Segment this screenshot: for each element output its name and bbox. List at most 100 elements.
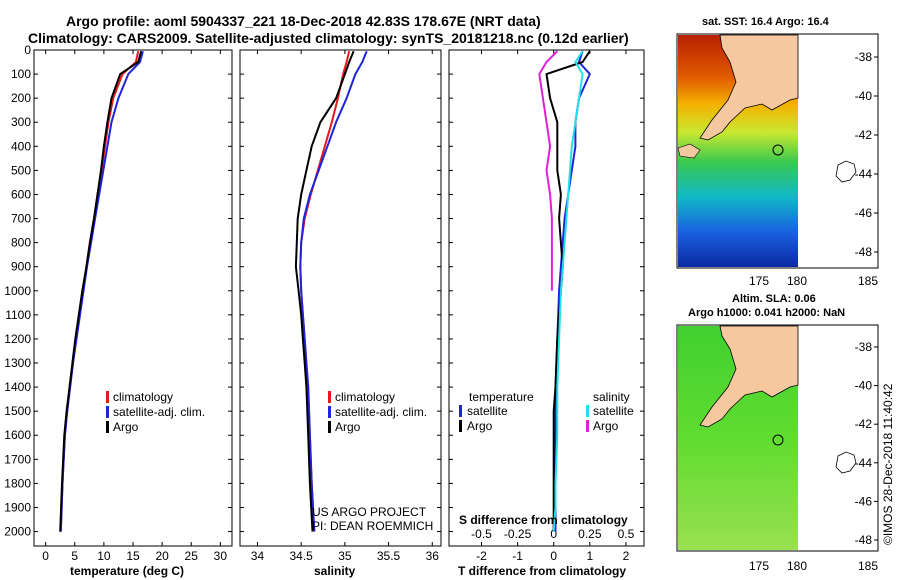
depth-tick-label: 1400 bbox=[4, 380, 31, 394]
temperature-legend: climatology satellite-adj. clim. Argo bbox=[106, 390, 205, 434]
series-climatology bbox=[59, 50, 140, 532]
longitude-label: 175 bbox=[749, 559, 769, 573]
longitude-label: 185 bbox=[858, 559, 878, 573]
legend-swatch-temp-argo bbox=[459, 420, 462, 432]
chatham-island bbox=[835, 160, 857, 183]
depth-tick-label: 600 bbox=[11, 187, 31, 201]
depth-tick-label: 100 bbox=[11, 67, 31, 81]
legend-label-climatology: climatology bbox=[335, 390, 395, 404]
depth-tick-label: 1800 bbox=[4, 476, 31, 490]
temperature-x-axis: 0 5 10 15 20 25 30 bbox=[42, 50, 227, 563]
legend-swatch-satellite bbox=[106, 406, 109, 418]
title-line-2: Climatology: CARS2009. Satellite-adjuste… bbox=[28, 30, 629, 46]
depth-tick-label: 1300 bbox=[4, 356, 31, 370]
x-tick-label: -2 bbox=[476, 549, 487, 563]
latitude-label: -44 bbox=[855, 456, 873, 470]
x-tick-label: 36 bbox=[426, 549, 440, 563]
salinity-difference-label: S difference from climatology bbox=[459, 513, 628, 527]
series-temperature-argo bbox=[545, 50, 591, 532]
salinity-depth-ticks bbox=[240, 49, 441, 533]
new-zealand-land-sla bbox=[699, 325, 799, 428]
series-satellite-adj-clim- bbox=[299, 50, 368, 532]
series-climatology bbox=[299, 50, 351, 532]
chatham-island-sla bbox=[835, 451, 857, 474]
series-argo bbox=[294, 50, 355, 532]
x-tick-label: 34.5 bbox=[289, 549, 313, 563]
x-tick-label: 1 bbox=[586, 549, 593, 563]
x-tick-label: 35 bbox=[338, 549, 352, 563]
difference-legend: temperature satellite Argo salinity sate… bbox=[459, 390, 634, 433]
legend-swatch-climatology bbox=[106, 391, 109, 403]
legend-label-argo: Argo bbox=[335, 420, 361, 434]
x-tick-label: -1 bbox=[512, 549, 523, 563]
x-tick-label-secondary: -0.5 bbox=[471, 527, 492, 541]
depth-tick-label: 1100 bbox=[5, 308, 31, 322]
depth-tick-label: 2000 bbox=[4, 525, 31, 539]
salinity-plot-frame bbox=[239, 49, 442, 547]
latitude-label: -48 bbox=[855, 245, 873, 259]
depth-tick-label: 0 bbox=[24, 43, 31, 57]
coastline-south bbox=[677, 143, 701, 159]
legend-label-argo: Argo bbox=[113, 420, 139, 434]
latitude-label: -38 bbox=[855, 50, 873, 64]
sst-latitude-axis: -38 -40 -42 -44 -46 -48 bbox=[855, 50, 878, 259]
salinity-x-axis: 34 34.5 35 35.5 36 bbox=[251, 50, 439, 563]
depth-tick-label: 1200 bbox=[4, 332, 31, 346]
depth-tick-label: 1000 bbox=[4, 284, 31, 298]
sla-map-title-2: Argo h1000: 0.041 h2000: NaN bbox=[688, 307, 845, 319]
sla-latitude-axis: -38 -40 -42 -44 -46 -48 bbox=[855, 340, 878, 547]
x-tick-label: 0 bbox=[42, 549, 49, 563]
legend-label-temp-argo: Argo bbox=[467, 419, 493, 433]
salinity-x-label: salinity bbox=[314, 564, 356, 578]
legend-swatch-argo bbox=[106, 421, 109, 433]
legend-label-climatology: climatology bbox=[113, 390, 173, 404]
difference-profiles bbox=[538, 50, 591, 532]
depth-axis: 0 100 200 300 400 500 600 700 800 900 1000 1100 1200… bbox=[4, 43, 232, 539]
depth-tick-label: 1700 bbox=[4, 452, 31, 466]
x-tick-label: 10 bbox=[97, 549, 111, 563]
legend-heading-temperature: temperature bbox=[469, 390, 534, 404]
sla-longitude-axis: 175 180 185 bbox=[749, 559, 878, 573]
legend-swatch-argo bbox=[328, 421, 331, 433]
latitude-label: -42 bbox=[855, 128, 873, 142]
depth-tick-label: 900 bbox=[11, 260, 31, 274]
latitude-label: -44 bbox=[855, 167, 873, 181]
legend-heading-salinity: salinity bbox=[593, 390, 630, 404]
depth-tick-label: 1500 bbox=[4, 404, 31, 418]
series-salinity-argo bbox=[538, 50, 559, 291]
x-tick-label: 2 bbox=[623, 549, 630, 563]
depth-tick-label: 1600 bbox=[4, 428, 31, 442]
difference-depth-ticks bbox=[449, 49, 644, 533]
latitude-label: -40 bbox=[855, 89, 873, 103]
legend-swatch-satellite bbox=[328, 406, 331, 418]
pi-credit: PI: DEAN ROEMMICH bbox=[312, 519, 433, 533]
depth-tick-label: 200 bbox=[11, 91, 31, 105]
title-line-1: Argo profile: aoml 5904337_221 18-Dec-20… bbox=[66, 13, 541, 29]
legend-label-satellite: satellite-adj. clim. bbox=[335, 405, 427, 419]
latitude-label: -40 bbox=[855, 379, 873, 393]
x-tick-label: 34 bbox=[251, 549, 265, 563]
legend-swatch-temp-satellite bbox=[459, 405, 462, 417]
latitude-label: -38 bbox=[855, 340, 873, 354]
x-tick-label: 25 bbox=[185, 549, 199, 563]
x-tick-label-secondary: 0 bbox=[550, 527, 557, 541]
difference-plot-frame bbox=[448, 49, 645, 547]
longitude-label: 185 bbox=[858, 274, 878, 288]
salinity-profiles bbox=[294, 50, 368, 532]
legend-label-satellite: satellite-adj. clim. bbox=[113, 405, 205, 419]
x-tick-label: 35.5 bbox=[377, 549, 401, 563]
legend-label-sal-satellite: satellite bbox=[593, 404, 634, 418]
sst-map-title: sat. SST: 16.4 Argo: 16.4 bbox=[702, 16, 830, 28]
difference-panel: -2 -1 0 1 2 -0.5 -0.25 0 0.25 0.5 temperature sat… bbox=[448, 49, 645, 578]
x-tick-label: 20 bbox=[155, 549, 169, 563]
legend-swatch-climatology bbox=[328, 391, 331, 403]
series-argo bbox=[59, 50, 143, 532]
difference-x-axis: -2 -1 0 1 2 -0.5 -0.25 0 0.25 0.5 bbox=[471, 50, 635, 563]
legend-label-temp-satellite: satellite bbox=[467, 404, 508, 418]
argo-position-marker bbox=[772, 144, 784, 156]
legend-swatch-sal-satellite bbox=[586, 405, 589, 417]
depth-tick-label: 700 bbox=[11, 212, 31, 226]
new-zealand-land bbox=[699, 34, 799, 141]
temperature-panel: 0100200300400500600700800900100011001200… bbox=[4, 43, 233, 578]
sla-map-title-1: Altim. SLA: 0.06 bbox=[732, 293, 816, 305]
